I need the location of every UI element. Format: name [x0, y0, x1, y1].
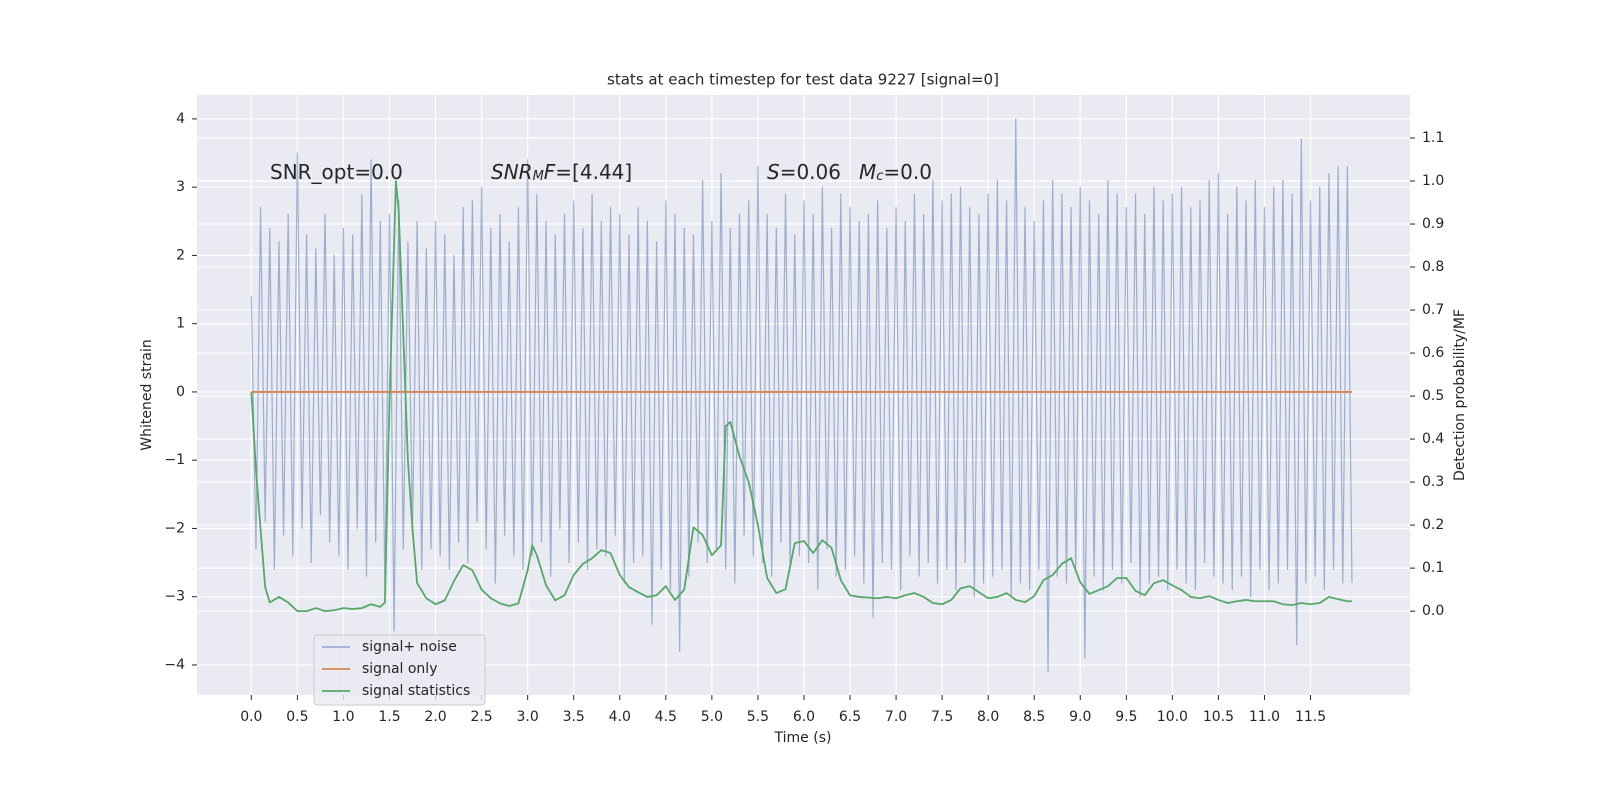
x-tick-label: 11.5	[1295, 709, 1326, 725]
x-tick-label: 1.5	[378, 709, 400, 725]
y-tick-label: 1	[176, 316, 185, 332]
y2-tick-label: 0.6	[1422, 345, 1444, 361]
x-tick-label: 8.5	[1023, 709, 1045, 725]
chart-title: stats at each timestep for test data 922…	[607, 71, 999, 89]
x-tick-label: 7.5	[931, 709, 953, 725]
x-tick-label: 10.0	[1157, 709, 1188, 725]
y-tick-label: −4	[164, 657, 185, 673]
annotation-part: =[4.44]	[555, 160, 632, 184]
annotation-part: =0.06	[780, 160, 841, 184]
legend-label: signal+ noise	[362, 639, 457, 655]
y2-tick-label: 0.3	[1422, 474, 1444, 490]
annotation-part: F	[544, 160, 556, 184]
annotation: S=0.06	[767, 160, 841, 184]
plot-lines	[250, 118, 1353, 673]
x-tick-label: 8.0	[977, 709, 999, 725]
ticks: 0.0 0.5 1.0 1.5 2.0 2.5 3.0 3.5 4.0 4.5 5.0 5.5 6.0 6…	[164, 111, 1444, 725]
x-tick-label: 2.5	[470, 709, 492, 725]
series-line	[250, 180, 1352, 613]
y2-tick-label: 0.2	[1422, 517, 1444, 533]
annotation-part: c	[876, 169, 883, 184]
annotation-part: M	[859, 160, 876, 184]
x-tick-label: 7.0	[885, 709, 907, 725]
annotations: SNR_opt=0.0 SNRMF=[4.44] S=0.06 Mc=0.0	[270, 160, 932, 185]
x-tick-label: 11.0	[1249, 709, 1280, 725]
annotation-part: S	[767, 160, 780, 184]
x-tick-label: 6.5	[839, 709, 861, 725]
annotation: Mc=0.0	[859, 160, 932, 185]
legend-label: signal only	[362, 661, 437, 677]
annotation: SNRMF=[4.44]	[491, 160, 632, 185]
y2-tick-label: 0.8	[1422, 259, 1444, 275]
annotation-part: =0.0	[883, 160, 932, 184]
x-tick-label: 4.0	[609, 709, 631, 725]
legend-box	[313, 634, 486, 706]
x-tick-label: 5.0	[701, 709, 723, 725]
x-tick-label: 3.5	[563, 709, 585, 725]
x-tick-label: 0.5	[286, 709, 308, 725]
series-line	[250, 118, 1353, 673]
y-tick-label: −2	[164, 520, 185, 536]
y-tick-label: −3	[164, 589, 185, 605]
y-tick-label: 0	[176, 384, 185, 400]
y2-tick-label: 0.9	[1422, 216, 1444, 232]
y-tick-label: 4	[176, 111, 185, 127]
y-tick-label: 3	[176, 179, 185, 195]
x-tick-label: 5.5	[747, 709, 769, 725]
x-tick-label: 4.5	[655, 709, 677, 725]
x-tick-label: 0.0	[240, 709, 262, 725]
y-tick-label: −1	[164, 452, 185, 468]
legend-label: signal statistics	[362, 683, 470, 699]
y2-tick-label: 1.1	[1422, 130, 1444, 146]
annotation-part: SNR_opt=0.0	[270, 160, 403, 184]
legend: signal+ noise signal only signal statistic…	[313, 634, 486, 706]
y2-tick-label: 0.5	[1422, 388, 1444, 404]
annotation: SNR_opt=0.0	[270, 160, 403, 184]
y2-tick-label: 0.7	[1422, 302, 1444, 318]
x-tick-label: 9.0	[1069, 709, 1091, 725]
x-tick-label: 3.0	[517, 709, 539, 725]
x-tick-label: 9.5	[1115, 709, 1137, 725]
y2-tick-label: 1.0	[1422, 173, 1444, 189]
y2-tick-label: 0.4	[1422, 431, 1444, 447]
y2-tick-label: 0.0	[1422, 603, 1444, 619]
x-tick-label: 10.5	[1203, 709, 1234, 725]
x-tick-label: 6.0	[793, 709, 815, 725]
x-tick-label: 2.0	[424, 709, 446, 725]
annotation-part: SNR	[491, 160, 533, 184]
x-axis-label: Time (s)	[774, 730, 832, 746]
annotation-part: M	[533, 169, 544, 184]
x-tick-label: 1.0	[332, 709, 354, 725]
y2-tick-label: 0.1	[1422, 560, 1444, 576]
y2-axis-label: Detection probability/MF	[1452, 309, 1468, 481]
y-axis-label: Whitened strain	[139, 339, 155, 450]
y-tick-label: 2	[176, 247, 185, 263]
